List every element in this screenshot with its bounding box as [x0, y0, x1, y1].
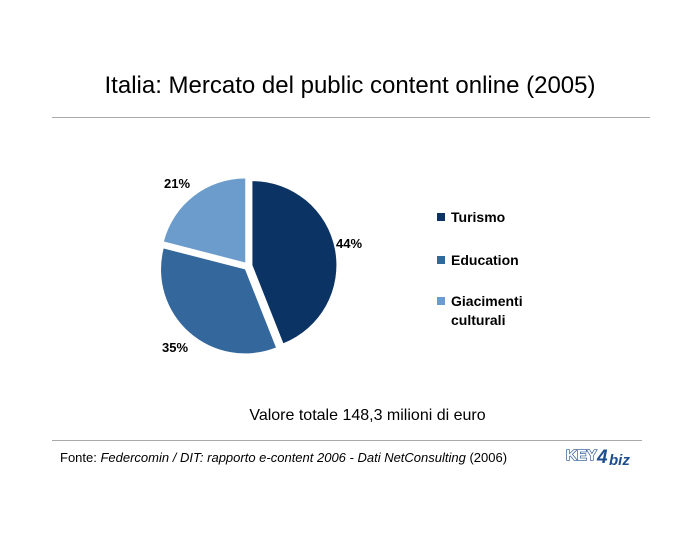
- total-value-note: Valore totale 148,3 milioni di euro: [249, 407, 486, 424]
- source-citation: Fonte: Federcomin / DIT: rapporto e-cont…: [60, 449, 507, 467]
- source-title: Federcomin / DIT: rapporto e-content 200…: [100, 450, 466, 465]
- key4biz-logo: KEY 4 biz: [566, 446, 630, 469]
- slice-label-giacimenti-culturali: 21%: [164, 176, 190, 191]
- pie-slice-education: [161, 248, 276, 354]
- legend-label-turismo: Turismo: [451, 209, 506, 225]
- legend-swatch-education: [437, 256, 445, 264]
- logo-four-text: 4: [596, 447, 608, 468]
- pie-slice-giacimenti-culturali: [163, 178, 246, 263]
- logo-key-text: KEY: [566, 447, 597, 464]
- legend-label-education: Education: [451, 252, 519, 268]
- legend-item-turismo: Turismo: [437, 208, 587, 227]
- slice-label-education: 35%: [162, 340, 188, 355]
- logo-biz-text: biz: [609, 452, 630, 469]
- legend-swatch-turismo: [437, 213, 445, 221]
- legend-label-giacimenti-culturali: Giacimenti culturali: [451, 293, 523, 328]
- title-divider: [52, 117, 650, 118]
- chart-title: Italia: Mercato del public content onlin…: [104, 72, 596, 99]
- source-suffix: (2006): [465, 450, 508, 465]
- pie-slice-turismo: [252, 181, 337, 344]
- legend-item-education: Education: [437, 251, 587, 270]
- slice-label-turismo: 44%: [336, 236, 362, 251]
- source-prefix: Fonte:: [60, 450, 101, 465]
- legend-swatch-giacimenti-culturali: [437, 297, 445, 305]
- footer-divider: [52, 440, 642, 441]
- legend-item-giacimenti-culturali: Giacimenti culturali: [437, 292, 587, 330]
